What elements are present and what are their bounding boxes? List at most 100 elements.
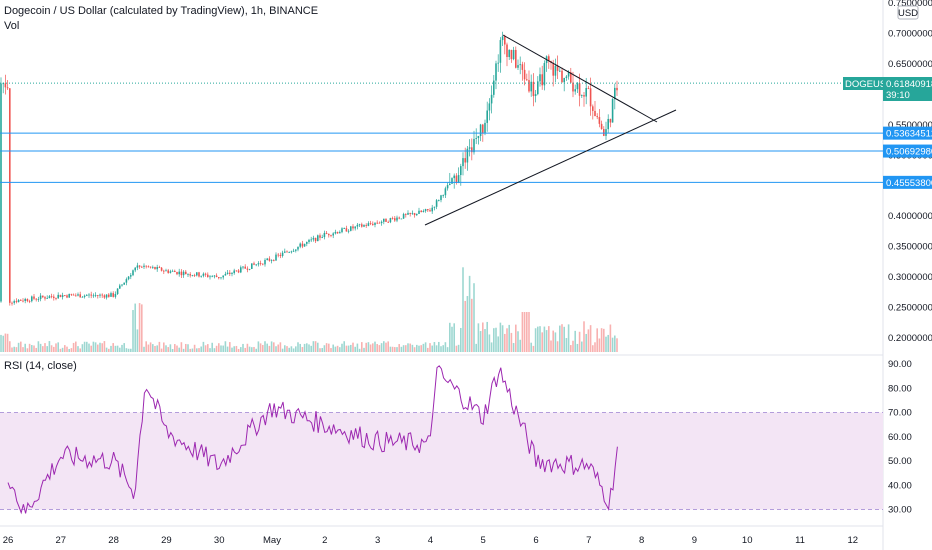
- price-tick-label: 0.20000000: [888, 333, 932, 344]
- volume-bar: [484, 329, 486, 352]
- volume-bar: [81, 344, 84, 352]
- volume-bar: [420, 345, 422, 352]
- candle-body: [526, 79, 528, 81]
- candle-body: [125, 279, 128, 283]
- volume-bar: [319, 348, 321, 352]
- volume-bar: [138, 303, 141, 352]
- volume-bar: [226, 346, 229, 352]
- volume-label: Vol: [4, 20, 20, 32]
- candle-body: [374, 222, 376, 225]
- volume-bar: [343, 341, 345, 352]
- candle-body: [299, 243, 301, 247]
- volume-bar: [158, 341, 161, 352]
- volume-bar: [449, 322, 451, 352]
- volume-bar: [429, 343, 431, 352]
- candle-body: [372, 223, 374, 225]
- volume-bar: [427, 347, 429, 352]
- candle-body: [453, 175, 455, 179]
- candle-body: [57, 294, 59, 299]
- volume-bar: [244, 347, 246, 352]
- candle-body: [385, 218, 387, 222]
- volume-bar: [435, 345, 438, 352]
- volume-bar: [202, 341, 205, 352]
- candle-body: [528, 80, 530, 92]
- volume-bar: [521, 312, 524, 352]
- volume-bar: [589, 325, 592, 352]
- volume-bar: [466, 296, 469, 352]
- candle-body: [409, 212, 411, 214]
- candle-body: [352, 226, 354, 229]
- candle-body: [136, 265, 139, 268]
- volume-bar: [211, 342, 213, 352]
- volume-bar: [15, 347, 18, 352]
- candle-body: [61, 295, 64, 298]
- candle-body: [301, 243, 304, 247]
- candle-body: [178, 271, 180, 275]
- candle-body: [501, 36, 504, 41]
- volume-bar: [409, 343, 411, 352]
- candle-body: [306, 242, 308, 244]
- candle-body: [596, 116, 598, 118]
- candle-body: [53, 296, 55, 298]
- candle-body: [284, 251, 286, 253]
- volume-bar: [180, 342, 183, 352]
- rsi-line: [7, 365, 618, 515]
- trendline-lower[interactable]: [424, 109, 677, 226]
- candle-body: [521, 64, 524, 70]
- volume-bar: [116, 345, 119, 352]
- volume-bar: [281, 348, 284, 352]
- candle-body: [231, 273, 233, 274]
- volume-bar: [152, 344, 154, 352]
- candle-body: [499, 40, 502, 63]
- candle-body: [523, 69, 526, 80]
- candle-body: [209, 276, 211, 278]
- candle-body: [576, 83, 579, 90]
- candle-body: [303, 243, 306, 247]
- volume-bar: [475, 343, 477, 352]
- volume-bar: [325, 343, 328, 352]
- volume-bar: [473, 283, 475, 352]
- volume-bar: [59, 348, 62, 352]
- volume-bar: [218, 343, 220, 352]
- candlesticks: [0, 31, 618, 306]
- candle-body: [233, 270, 235, 274]
- currency-badge-box: [897, 5, 919, 20]
- candle-body: [138, 265, 141, 267]
- candle-body: [475, 138, 477, 139]
- candle-body: [55, 297, 57, 299]
- candle-body: [398, 217, 400, 219]
- volume-bar: [143, 346, 145, 352]
- candle-body: [354, 226, 356, 229]
- candle-body: [310, 239, 312, 241]
- horizontal-levels[interactable]: [0, 132, 883, 183]
- volume-bar: [114, 345, 117, 352]
- candle-body: [4, 83, 7, 88]
- volume-bar: [17, 342, 20, 352]
- volume-bar: [506, 328, 508, 352]
- volume-bar: [53, 346, 55, 352]
- candle-body: [220, 277, 222, 279]
- volume-bar: [6, 333, 9, 352]
- volume-bar: [306, 343, 308, 352]
- trendline-upper[interactable]: [502, 34, 658, 123]
- volume-bar: [488, 334, 491, 352]
- candle-body: [589, 88, 592, 107]
- candle-countdown: 39:10: [886, 90, 910, 101]
- candle-body: [20, 300, 22, 301]
- volume-bar: [552, 330, 554, 352]
- candle-body: [273, 260, 275, 261]
- volume-bar: [400, 346, 403, 352]
- candle-body: [429, 210, 431, 212]
- currency-badge[interactable]: USD: [898, 8, 918, 19]
- candle-body: [42, 295, 44, 298]
- candle-body: [493, 80, 495, 95]
- candle-body: [554, 65, 557, 76]
- candle-body: [431, 207, 433, 212]
- candle-body: [13, 301, 15, 303]
- candle-body: [420, 210, 422, 213]
- volume-bar: [479, 331, 482, 352]
- candle-body: [257, 263, 260, 265]
